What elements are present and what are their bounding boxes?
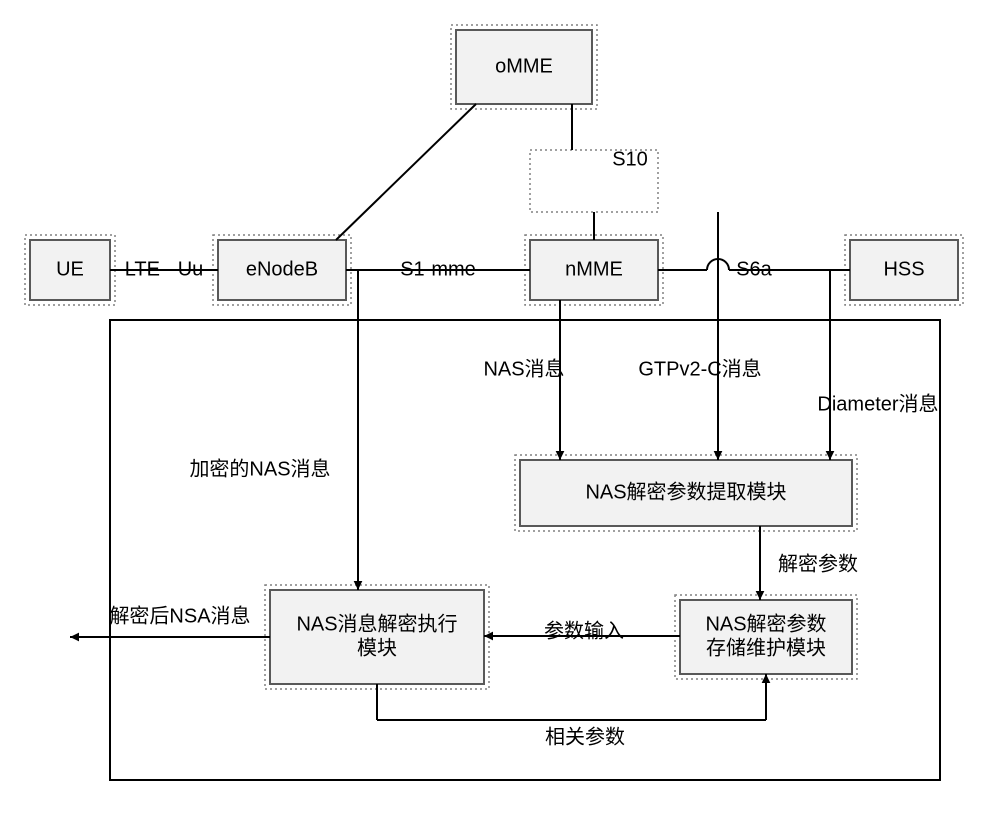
edge-s6a: S6a: [736, 258, 772, 280]
node-store-label-0: NAS解密参数: [705, 612, 826, 635]
edge-nas-msg: NAS消息: [483, 357, 564, 380]
edge-gtpv2c: GTPv2-C消息: [638, 357, 761, 380]
edge-lte-uu: LTE - Uu: [125, 258, 204, 280]
node-nmme-label: nMME: [565, 258, 623, 280]
edge-s1mme: S1-mme: [400, 258, 476, 280]
node-extract-label: NAS解密参数提取模块: [585, 480, 786, 503]
node-hss-label: HSS: [883, 258, 924, 280]
node-store-label-1: 存储维护模块: [706, 636, 826, 659]
edge-enc-nas: 加密的NAS消息: [189, 457, 330, 480]
edge-s10: S10: [612, 148, 648, 170]
node-exec-label-0: NAS消息解密执行: [296, 612, 457, 635]
node-exec-label-1: 模块: [357, 636, 397, 659]
module-container: [110, 320, 940, 780]
diagram-canvas: oMME UE eNodeB nMME HSS NAS解密参数提取模块 NAS解密参数存储维…: [0, 0, 1000, 824]
edge-dec-param: 解密参数: [778, 552, 858, 575]
node-omme-label: oMME: [495, 55, 553, 77]
edge-dec-nsa: 解密后NSA消息: [109, 604, 250, 627]
node-enodeb-label: eNodeB: [246, 258, 318, 280]
edge-related: 相关参数: [545, 725, 625, 748]
edge-diameter: Diameter消息: [817, 392, 938, 415]
edge-param-in: 参数输入: [544, 619, 624, 642]
node-ue-label: UE: [56, 258, 84, 280]
